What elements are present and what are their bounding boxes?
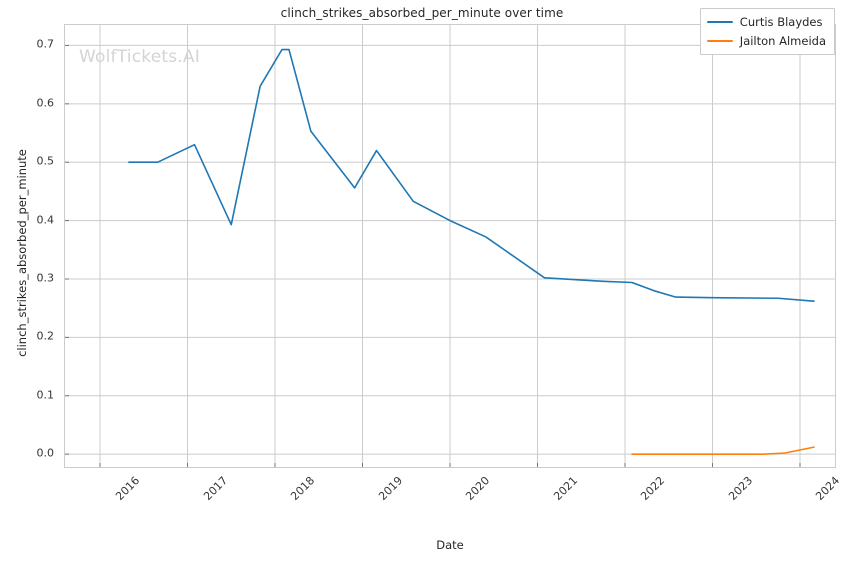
x-tick-label: 2020 xyxy=(463,474,493,503)
plot-svg xyxy=(65,25,835,467)
chart-legend: Curtis Blaydes Jailton Almeida xyxy=(699,8,835,55)
x-tick-label: 2024 xyxy=(813,474,843,503)
x-tick-label: 2016 xyxy=(113,474,143,503)
x-tick-label: 2019 xyxy=(375,474,405,503)
legend-color-swatch xyxy=(706,40,733,42)
legend-label: Jailton Almeida xyxy=(739,34,826,48)
legend-color-swatch xyxy=(706,21,733,23)
x-tick-label: 2023 xyxy=(725,474,755,503)
plot-area: WolfTickets.AI xyxy=(64,24,836,468)
x-tick-label: 2022 xyxy=(638,474,668,503)
x-tick-label: 2017 xyxy=(200,474,230,503)
x-tick-label: 2018 xyxy=(288,474,318,503)
legend-entry[interactable]: Curtis Blaydes xyxy=(706,14,826,30)
x-tick-label: 2021 xyxy=(550,474,580,503)
chart-title: clinch_strikes_absorbed_per_minute over … xyxy=(280,6,564,20)
y-axis-label: clinch_strikes_absorbed_per_minute xyxy=(15,149,29,357)
series-line-jailton-almeida xyxy=(631,446,815,455)
legend-entry[interactable]: Jailton Almeida xyxy=(706,33,826,49)
x-axis-label: Date xyxy=(436,538,464,552)
legend-label: Curtis Blaydes xyxy=(739,15,823,29)
series-line-curtis-blaydes xyxy=(128,48,815,302)
